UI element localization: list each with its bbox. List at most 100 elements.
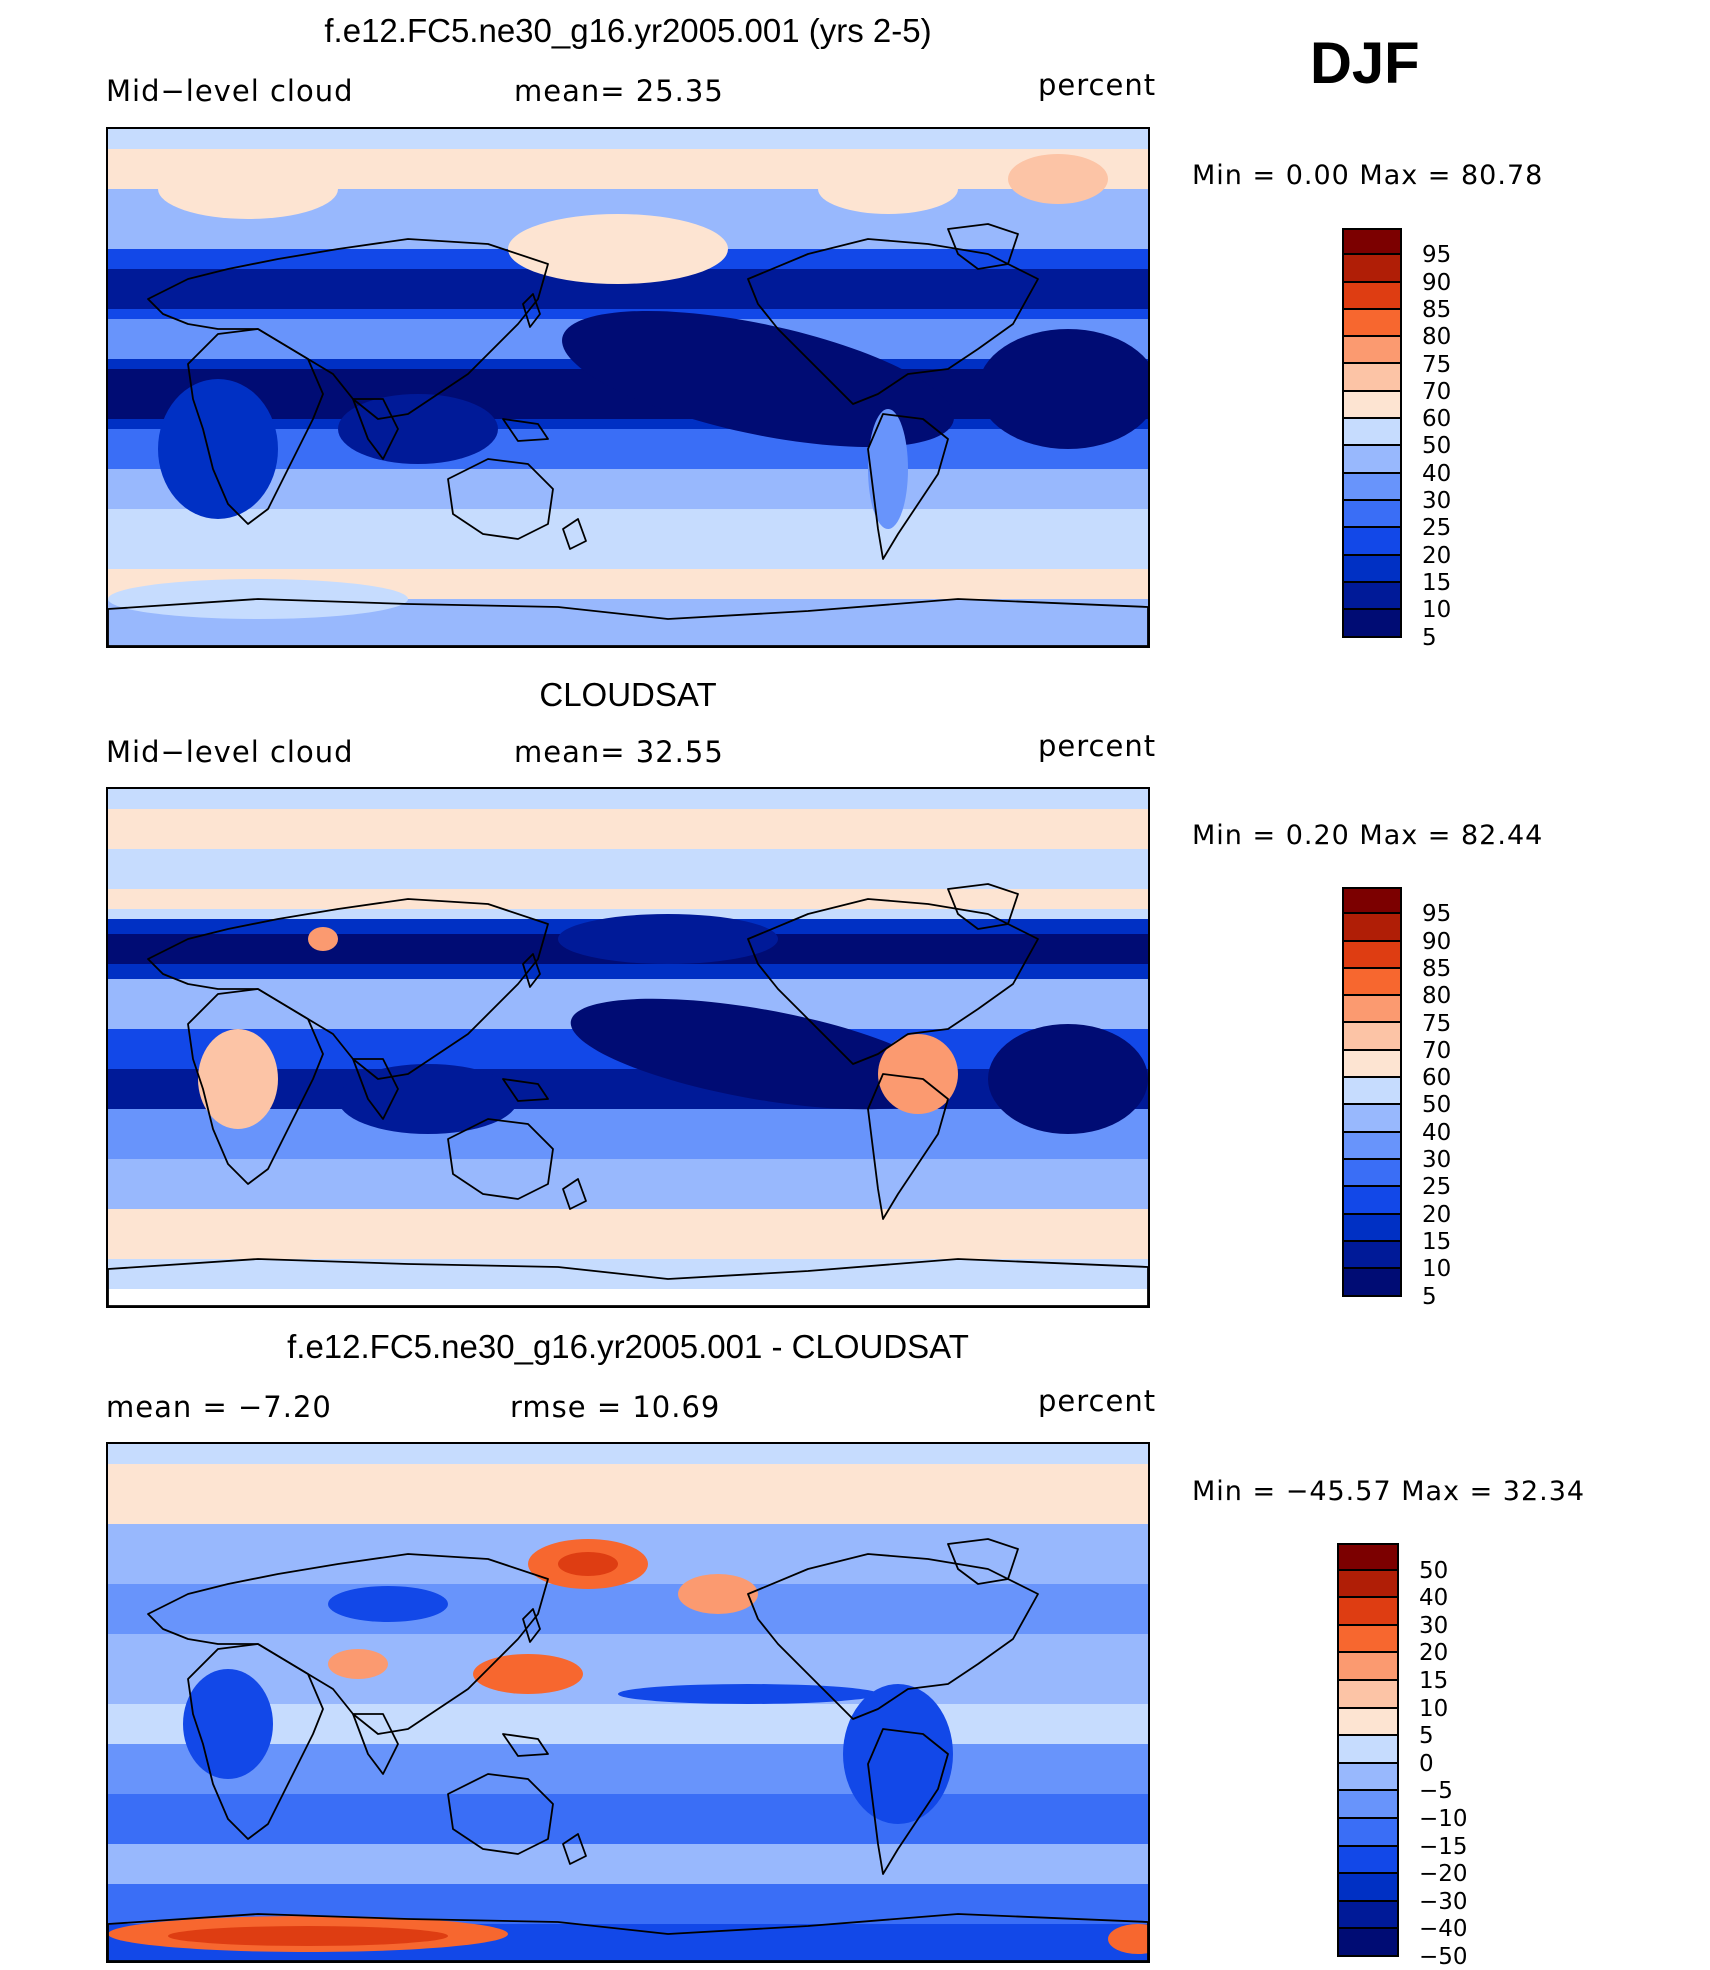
panel1-units-label: percent xyxy=(1038,68,1157,102)
colorbar-segment xyxy=(1337,1846,1399,1875)
colorbar-tick-label: 70 xyxy=(1422,378,1452,405)
colorbar-segment xyxy=(1337,1901,1399,1930)
colorbar-tick-label: 95 xyxy=(1422,901,1452,928)
panel3-mean-label: mean = −7.20 xyxy=(106,1390,332,1424)
panel3-units-label: percent xyxy=(1038,1384,1157,1418)
colorbar-segment xyxy=(1342,1023,1402,1051)
colorbar-tick-label: 0 xyxy=(1419,1750,1434,1777)
colorbar-segment xyxy=(1337,1680,1399,1709)
colorbar-tick-label: 20 xyxy=(1422,542,1452,569)
panel1-map xyxy=(106,127,1150,648)
colorbar-tick-label: 5 xyxy=(1419,1723,1434,1750)
colorbar-segment xyxy=(1337,1570,1399,1599)
colorbar-segment xyxy=(1337,1929,1399,1957)
season-label: DJF xyxy=(1310,31,1420,96)
panel3-contour-map xyxy=(108,1444,1148,1961)
colorbar-segment xyxy=(1342,528,1402,556)
colorbar-tick-label: 10 xyxy=(1422,1256,1452,1283)
panel1-contour-map xyxy=(108,129,1148,646)
colorbar-segment xyxy=(1342,446,1402,474)
panel2-title: CLOUDSAT xyxy=(539,676,717,713)
colorbar-segment xyxy=(1342,1105,1402,1133)
colorbar-tick-label: 30 xyxy=(1419,1612,1449,1639)
colorbar-segment xyxy=(1337,1543,1399,1571)
panel2-min-max: Min = 0.20 Max = 82.44 xyxy=(1192,820,1544,851)
colorbar-tick-label: 90 xyxy=(1422,269,1452,296)
colorbar-tick-label: 60 xyxy=(1422,406,1452,433)
colorbar-segment xyxy=(1337,1598,1399,1626)
colorbar-tick-label: −10 xyxy=(1419,1806,1468,1832)
panel3-colorbar xyxy=(1337,1543,1399,1957)
colorbar-tick-label: −50 xyxy=(1419,1944,1468,1970)
panel2-colorbar xyxy=(1342,887,1402,1297)
colorbar-tick-label: 15 xyxy=(1419,1668,1449,1694)
panel3-map xyxy=(106,1442,1150,1963)
colorbar-tick-label: 10 xyxy=(1419,1695,1449,1722)
colorbar-segment xyxy=(1342,473,1402,501)
colorbar-segment xyxy=(1342,610,1402,638)
colorbar-tick-label: 5 xyxy=(1422,1283,1437,1310)
colorbar-tick-label: 90 xyxy=(1422,928,1452,955)
colorbar-tick-label: 60 xyxy=(1422,1065,1452,1092)
colorbar-segment xyxy=(1342,968,1402,997)
colorbar-tick-label: −30 xyxy=(1419,1888,1468,1915)
colorbar-tick-label: 15 xyxy=(1422,569,1452,596)
panel2-mean-label: mean= 32.55 xyxy=(514,735,724,769)
panel3-min-max: Min = −45.57 Max = 32.34 xyxy=(1192,1476,1586,1507)
colorbar-segment xyxy=(1342,500,1402,529)
colorbar-tick-label: 75 xyxy=(1422,1010,1452,1037)
colorbar-segment xyxy=(1337,1818,1399,1847)
colorbar-tick-label: 85 xyxy=(1422,296,1452,323)
colorbar-tick-label: 50 xyxy=(1422,433,1452,460)
colorbar-tick-label: 40 xyxy=(1422,460,1452,487)
colorbar-tick-label: 20 xyxy=(1422,1201,1452,1228)
colorbar-segment xyxy=(1342,887,1402,915)
colorbar-tick-label: 50 xyxy=(1422,1092,1452,1119)
colorbar-segment xyxy=(1342,337,1402,365)
panel1-mean-label: mean= 25.35 xyxy=(514,74,724,108)
colorbar-segment xyxy=(1342,1269,1402,1297)
panel2-units-label: percent xyxy=(1038,729,1157,763)
colorbar-tick-label: 85 xyxy=(1422,955,1452,982)
colorbar-tick-label: −40 xyxy=(1419,1916,1468,1943)
colorbar-segment xyxy=(1342,228,1402,256)
colorbar-tick-label: 15 xyxy=(1422,1228,1452,1255)
colorbar-segment xyxy=(1342,1050,1402,1079)
panel2-map xyxy=(106,787,1150,1308)
colorbar-segment xyxy=(1337,1625,1399,1654)
colorbar-segment xyxy=(1342,1159,1402,1188)
colorbar-segment xyxy=(1337,1708,1399,1737)
colorbar-segment xyxy=(1342,282,1402,310)
panel1-variable-label: Mid−level cloud xyxy=(106,74,354,108)
panel3-title: f.e12.FC5.ne30_g16.yr2005.001 - CLOUDSAT xyxy=(287,1328,969,1365)
colorbar-tick-label: 25 xyxy=(1422,1174,1452,1201)
panel1-colorbar xyxy=(1342,228,1402,638)
colorbar-segment xyxy=(1342,1214,1402,1242)
colorbar-tick-label: −15 xyxy=(1419,1833,1468,1860)
colorbar-segment xyxy=(1342,555,1402,583)
colorbar-segment xyxy=(1342,1132,1402,1160)
panel1-min-max: Min = 0.00 Max = 80.78 xyxy=(1192,160,1544,191)
colorbar-tick-label: −20 xyxy=(1419,1861,1468,1888)
colorbar-tick-label: 95 xyxy=(1422,242,1452,269)
colorbar-tick-label: 80 xyxy=(1422,324,1452,351)
colorbar-tick-label: 10 xyxy=(1422,597,1452,624)
colorbar-segment xyxy=(1342,391,1402,420)
colorbar-segment xyxy=(1342,996,1402,1024)
colorbar-segment xyxy=(1342,419,1402,447)
colorbar-tick-label: 75 xyxy=(1422,351,1452,378)
colorbar-border xyxy=(1342,887,1402,1297)
colorbar-segment xyxy=(1342,1241,1402,1270)
colorbar-border xyxy=(1342,228,1402,638)
colorbar-tick-label: 5 xyxy=(1422,624,1437,651)
colorbar-segment xyxy=(1342,1078,1402,1106)
panel1-title: f.e12.FC5.ne30_g16.yr2005.001 (yrs 2-5) xyxy=(324,12,932,49)
colorbar-tick-label: 80 xyxy=(1422,983,1452,1010)
colorbar-tick-label: 40 xyxy=(1422,1119,1452,1146)
colorbar-segment xyxy=(1342,1187,1402,1215)
colorbar-segment xyxy=(1337,1763,1399,1792)
colorbar-tick-label: 30 xyxy=(1422,488,1452,514)
colorbar-tick-label: 40 xyxy=(1419,1585,1449,1612)
colorbar-segment xyxy=(1337,1653,1399,1681)
panel3-rmse-label: rmse = 10.69 xyxy=(510,1390,721,1424)
